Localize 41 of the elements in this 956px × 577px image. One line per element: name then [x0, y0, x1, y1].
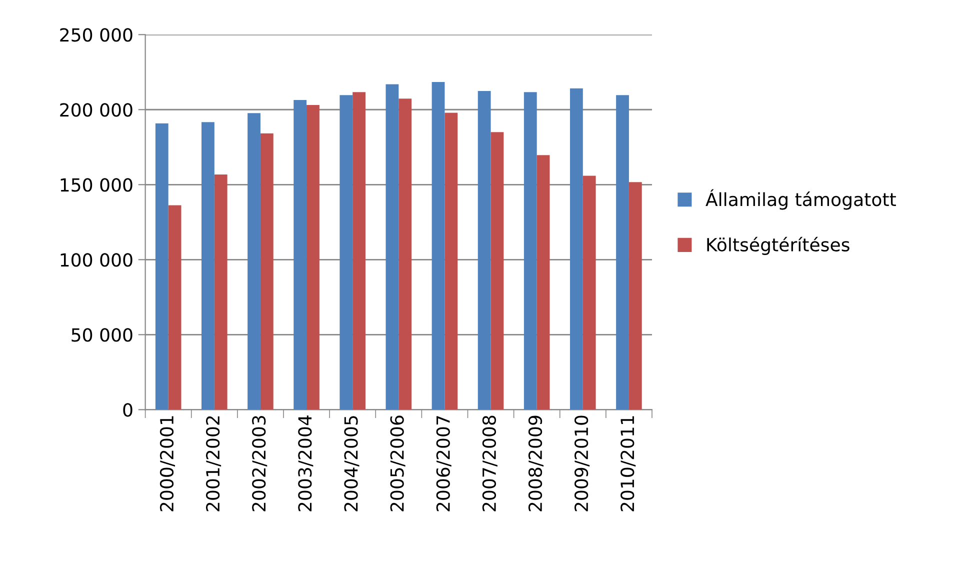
bar — [306, 104, 320, 410]
y-tick-label: 200 000 — [60, 103, 132, 117]
bar — [352, 92, 366, 410]
x-tick-label: 2003/2004 — [298, 416, 314, 512]
x-tick-label: 2010/2011 — [620, 416, 636, 512]
y-tick-label: 0 — [123, 403, 132, 417]
bar — [155, 123, 168, 410]
y-tick-label: 100 000 — [60, 253, 132, 267]
bar — [214, 174, 228, 410]
y-tick-label: 250 000 — [60, 28, 132, 42]
x-tick-label: 2004/2005 — [344, 416, 360, 512]
y-tick-label: 50 000 — [72, 328, 132, 342]
x-tick-label: 2002/2003 — [252, 416, 268, 512]
x-tick-label: 2007/2008 — [482, 416, 498, 512]
x-tick-label: 2001/2002 — [206, 416, 222, 512]
legend-label: Államilag támogatott — [706, 189, 896, 210]
bar — [570, 88, 583, 410]
bar — [582, 176, 596, 410]
bar — [616, 95, 629, 410]
bar — [536, 155, 550, 410]
bar — [398, 98, 412, 410]
bar — [248, 113, 260, 410]
bar — [444, 112, 458, 410]
x-tick-label: 2006/2007 — [436, 416, 452, 512]
legend-label: Költségtérítéses — [707, 236, 850, 256]
bar — [524, 92, 537, 410]
bar — [202, 122, 214, 410]
bar — [260, 133, 274, 410]
x-tick-label: 2005/2006 — [390, 416, 406, 512]
x-tick-label: 2009/2010 — [574, 416, 590, 512]
bar — [294, 100, 307, 410]
bar — [628, 182, 642, 410]
x-tick-label: 2000/2001 — [160, 416, 175, 512]
x-tick-label: 2008/2009 — [528, 416, 544, 512]
y-tick-label: 150 000 — [60, 178, 132, 192]
bar — [168, 205, 182, 410]
bar — [490, 132, 504, 410]
bar — [340, 95, 353, 410]
bar — [386, 84, 399, 410]
bar — [432, 82, 445, 410]
bar — [478, 91, 491, 410]
